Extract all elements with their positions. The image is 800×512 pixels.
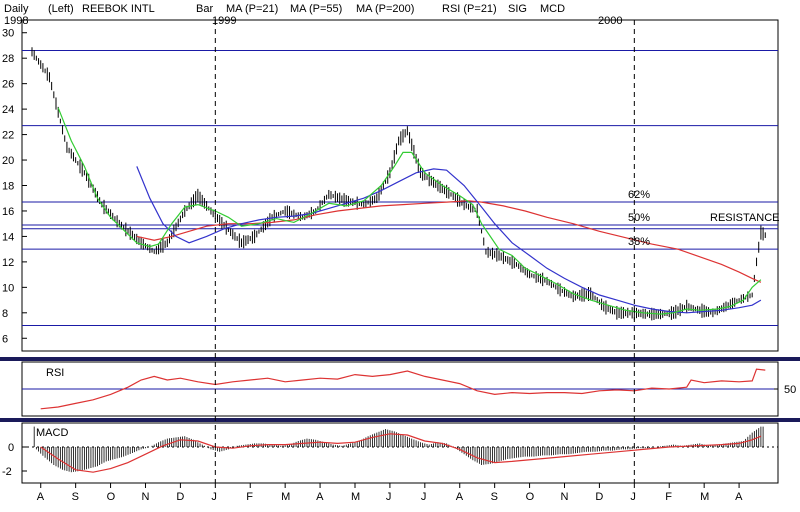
- ma200-line: [136, 200, 762, 283]
- macd-label: MACD: [36, 427, 68, 439]
- header-item: RSI (P=21): [442, 3, 497, 15]
- year-label: 1999: [212, 15, 236, 27]
- rsi-content: RSI 50: [22, 367, 796, 410]
- header-item: MA (P=55): [290, 3, 342, 15]
- price-panel: 6 8 10 12 14 16 18 20 22 24 26 28 30 62% 50% 38% RESIST…: [2, 19, 779, 352]
- price-tick-label: 16: [2, 206, 14, 218]
- price-tick-label: 6: [2, 333, 8, 345]
- x-tick-label: O: [526, 491, 535, 503]
- x-tick-label: F: [665, 491, 672, 503]
- x-tick-label: J: [630, 491, 636, 503]
- resistance-lines: [22, 50, 778, 327]
- rsi-tick-label: 50: [784, 384, 796, 396]
- price-tick-label: 26: [2, 79, 14, 91]
- year-labels: 1998 1999 2000: [4, 15, 622, 27]
- x-tick-label: D: [595, 491, 603, 503]
- macd-tick-label: 0: [8, 442, 14, 454]
- price-tick-label: 24: [2, 104, 14, 116]
- price-tick-label: 10: [2, 282, 14, 294]
- header-item: MCD: [540, 3, 565, 15]
- price-bars: [31, 47, 766, 321]
- year-label: 1998: [4, 15, 28, 27]
- macd-signal-line: [40, 433, 762, 473]
- price-tick-label: 14: [2, 231, 14, 243]
- header-item: SIG: [508, 3, 527, 15]
- year-dividers: [214, 20, 635, 483]
- x-tick-label: S: [491, 491, 498, 503]
- macd-tick-label: -2: [2, 466, 12, 478]
- year-label: 2000: [598, 15, 622, 27]
- x-tick-label: J: [211, 491, 217, 503]
- fib-annotations: 62% 50% 38% RESISTANCE: [628, 189, 779, 248]
- header-item: Daily: [4, 3, 29, 15]
- header-item: Bar: [196, 3, 213, 15]
- price-tick-label: 30: [2, 28, 14, 40]
- rsi-panel: RSI 50: [21, 361, 796, 417]
- header-item: (Left): [48, 3, 74, 15]
- rsi-line: [40, 368, 766, 410]
- ma21-line: [57, 107, 762, 315]
- moving-averages: [57, 107, 762, 315]
- x-tick-label: D: [176, 491, 184, 503]
- x-tick-label: A: [456, 491, 464, 503]
- ma55-line: [136, 166, 762, 314]
- x-tick-label: F: [246, 491, 253, 503]
- macd-panel: MACD -2 0: [2, 422, 779, 484]
- x-tick-label: A: [37, 491, 45, 503]
- price-tick-label: 8: [2, 308, 8, 320]
- chart-header: Daily (Left) REEBOK INTL Bar MA (P=21) MA (P=…: [4, 3, 565, 15]
- annotation-label: RESISTANCE: [710, 212, 779, 224]
- annotation-label: 50%: [628, 212, 650, 224]
- macd-frame: [21, 422, 779, 484]
- price-tick-label: 18: [2, 181, 14, 193]
- x-tick-label: M: [700, 491, 709, 503]
- macd-content: MACD -2 0: [2, 426, 778, 478]
- header-item: MA (P=200): [356, 3, 414, 15]
- x-tick-label: S: [72, 491, 79, 503]
- price-y-axis: 6 8 10 12 14 16 18 20 22 24 26 28 30: [2, 28, 27, 345]
- x-tick-label: O: [107, 491, 116, 503]
- rsi-label: RSI: [46, 367, 64, 379]
- panel-separator: [0, 357, 800, 361]
- price-tick-label: 28: [2, 53, 14, 65]
- annotation-label: 38%: [628, 236, 650, 248]
- x-tick-label: J: [421, 491, 427, 503]
- x-tick-label: M: [281, 491, 290, 503]
- x-tick-label: A: [735, 491, 743, 503]
- header-item: MA (P=21): [226, 3, 278, 15]
- price-tick-label: 22: [2, 130, 14, 142]
- x-tick-label: A: [316, 491, 324, 503]
- price-tick-label: 20: [2, 155, 14, 167]
- panel-separator-2: [0, 418, 800, 422]
- x-tick-label: N: [141, 491, 149, 503]
- annotation-label: 62%: [628, 189, 650, 201]
- price-tick-label: 12: [2, 257, 14, 269]
- header-item: REEBOK INTL: [82, 3, 155, 15]
- price-frame: [21, 19, 779, 352]
- x-tick-label: J: [386, 491, 392, 503]
- x-tick-label: N: [560, 491, 568, 503]
- x-tick-label: M: [351, 491, 360, 503]
